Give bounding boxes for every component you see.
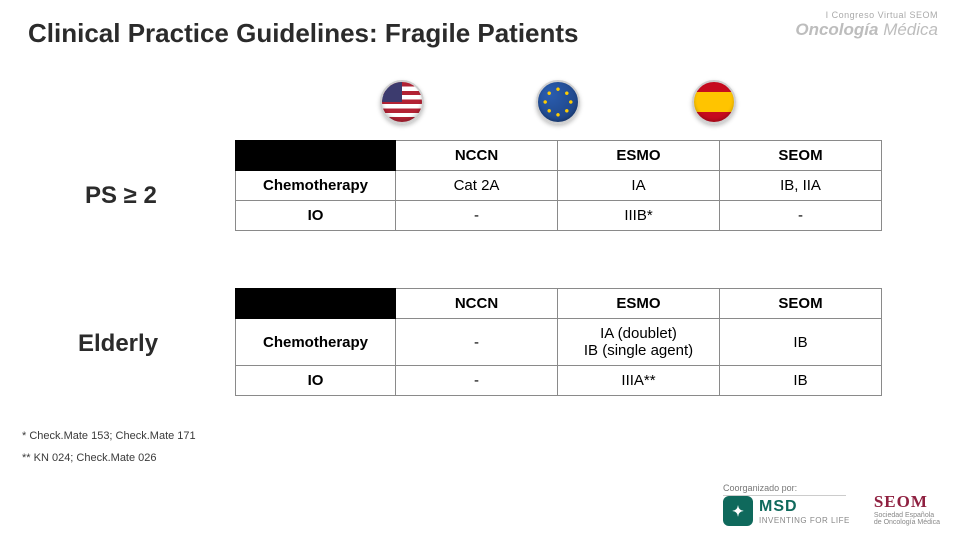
msd-name: MSD [759, 498, 850, 516]
msd-badge-icon: ✦ [723, 496, 753, 526]
table-blank-cell [236, 141, 396, 171]
cell: - [396, 201, 558, 231]
msd-logo: ✦ MSD INVENTING FOR LIFE [723, 496, 850, 526]
congress-line2: Oncología Médica [795, 20, 938, 40]
table-row: IO - IIIA** IB [236, 366, 882, 396]
cell: IB [720, 319, 882, 366]
row-header: Chemotherapy [236, 171, 396, 201]
congress-line1: I Congreso Virtual SEOM [795, 10, 938, 20]
msd-tagline: INVENTING FOR LIFE [759, 516, 850, 525]
cell: IB, IIA [720, 171, 882, 201]
row-header: IO [236, 201, 396, 231]
coorganizado-block: Coorganizado por: ✦ MSD INVENTING FOR LI… [723, 483, 850, 526]
table-blank-cell [236, 289, 396, 319]
cell: IIIB* [558, 201, 720, 231]
cell: IB [720, 366, 882, 396]
seom-name: SEOM [874, 492, 928, 512]
table-row: Chemotherapy Cat 2A IA IB, IIA [236, 171, 882, 201]
table-elderly: NCCN ESMO SEOM Chemotherapy - IA (double… [235, 288, 882, 396]
cell: - [396, 319, 558, 366]
col-header: ESMO [558, 289, 720, 319]
table-row: Chemotherapy - IA (doublet)IB (single ag… [236, 319, 882, 366]
cell: IA (doublet)IB (single agent) [558, 319, 720, 366]
group1-label: PS ≥ 2 [85, 182, 157, 210]
seom-logo: SEOM Sociedad Española de Oncología Médi… [874, 492, 940, 526]
table-ps2: NCCN ESMO SEOM Chemotherapy Cat 2A IA IB… [235, 140, 882, 231]
cell: Cat 2A [396, 171, 558, 201]
cell: IIIA** [558, 366, 720, 396]
col-header: SEOM [720, 289, 882, 319]
seom-tag2: de Oncología Médica [874, 519, 940, 526]
congress-line2-b: Médica [878, 20, 938, 39]
footnotes: * Check.Mate 153; Check.Mate 171 ** KN 0… [22, 430, 196, 474]
group2-label: Elderly [78, 330, 158, 358]
footnote-2: ** KN 024; Check.Mate 026 [22, 452, 196, 464]
flag-row [380, 80, 736, 124]
flag-eu-icon [536, 80, 580, 124]
msd-badge-glyph: ✦ [732, 503, 744, 520]
col-header: NCCN [396, 141, 558, 171]
cell: - [396, 366, 558, 396]
page-title: Clinical Practice Guidelines: Fragile Pa… [28, 18, 579, 49]
congress-line2-a: Oncología [795, 20, 878, 39]
footer-logos: Coorganizado por: ✦ MSD INVENTING FOR LI… [723, 483, 940, 526]
table-row: NCCN ESMO SEOM [236, 289, 882, 319]
col-header: ESMO [558, 141, 720, 171]
coorganizado-label: Coorganizado por: [723, 483, 846, 496]
col-header: NCCN [396, 289, 558, 319]
row-header: IO [236, 366, 396, 396]
congress-logo: I Congreso Virtual SEOM Oncología Médica [795, 10, 938, 40]
table-row: IO - IIIB* - [236, 201, 882, 231]
flag-us-icon [380, 80, 424, 124]
seom-tag1: Sociedad Española [874, 512, 934, 519]
row-header: Chemotherapy [236, 319, 396, 366]
msd-text-block: MSD INVENTING FOR LIFE [759, 498, 850, 525]
col-header: SEOM [720, 141, 882, 171]
cell: - [720, 201, 882, 231]
footnote-1: * Check.Mate 153; Check.Mate 171 [22, 430, 196, 442]
flag-spain-icon [692, 80, 736, 124]
cell: IA [558, 171, 720, 201]
table-row: NCCN ESMO SEOM [236, 141, 882, 171]
